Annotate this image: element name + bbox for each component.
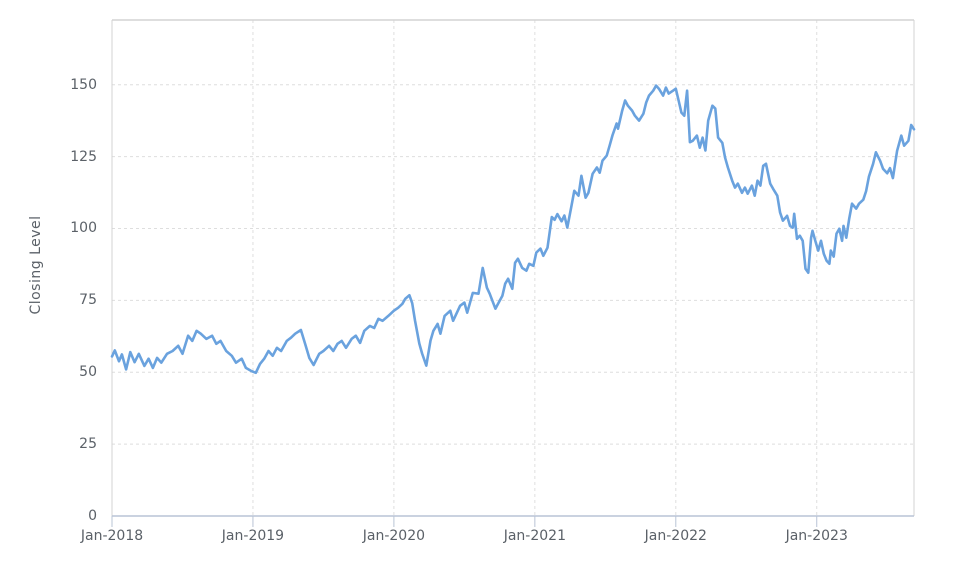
x-tick-label: Jan-2018 bbox=[80, 528, 144, 544]
x-tick-label: Jan-2023 bbox=[785, 528, 848, 544]
y-tick-label: 50 bbox=[79, 364, 97, 381]
x-tick-label: Jan-2021 bbox=[503, 528, 566, 544]
y-tick-label: 75 bbox=[79, 292, 97, 309]
x-tick-label: Jan-2022 bbox=[644, 528, 707, 544]
y-tick-label: 0 bbox=[88, 508, 97, 524]
x-tick-label: Jan-2020 bbox=[362, 528, 426, 544]
y-tick-label: 150 bbox=[70, 76, 97, 93]
y-tick-label: 125 bbox=[70, 148, 97, 165]
y-tick-label: 25 bbox=[79, 436, 97, 453]
x-tick-label: Jan-2019 bbox=[221, 528, 285, 544]
series-line bbox=[110, 84, 916, 375]
y-tick-label: 100 bbox=[70, 220, 97, 237]
